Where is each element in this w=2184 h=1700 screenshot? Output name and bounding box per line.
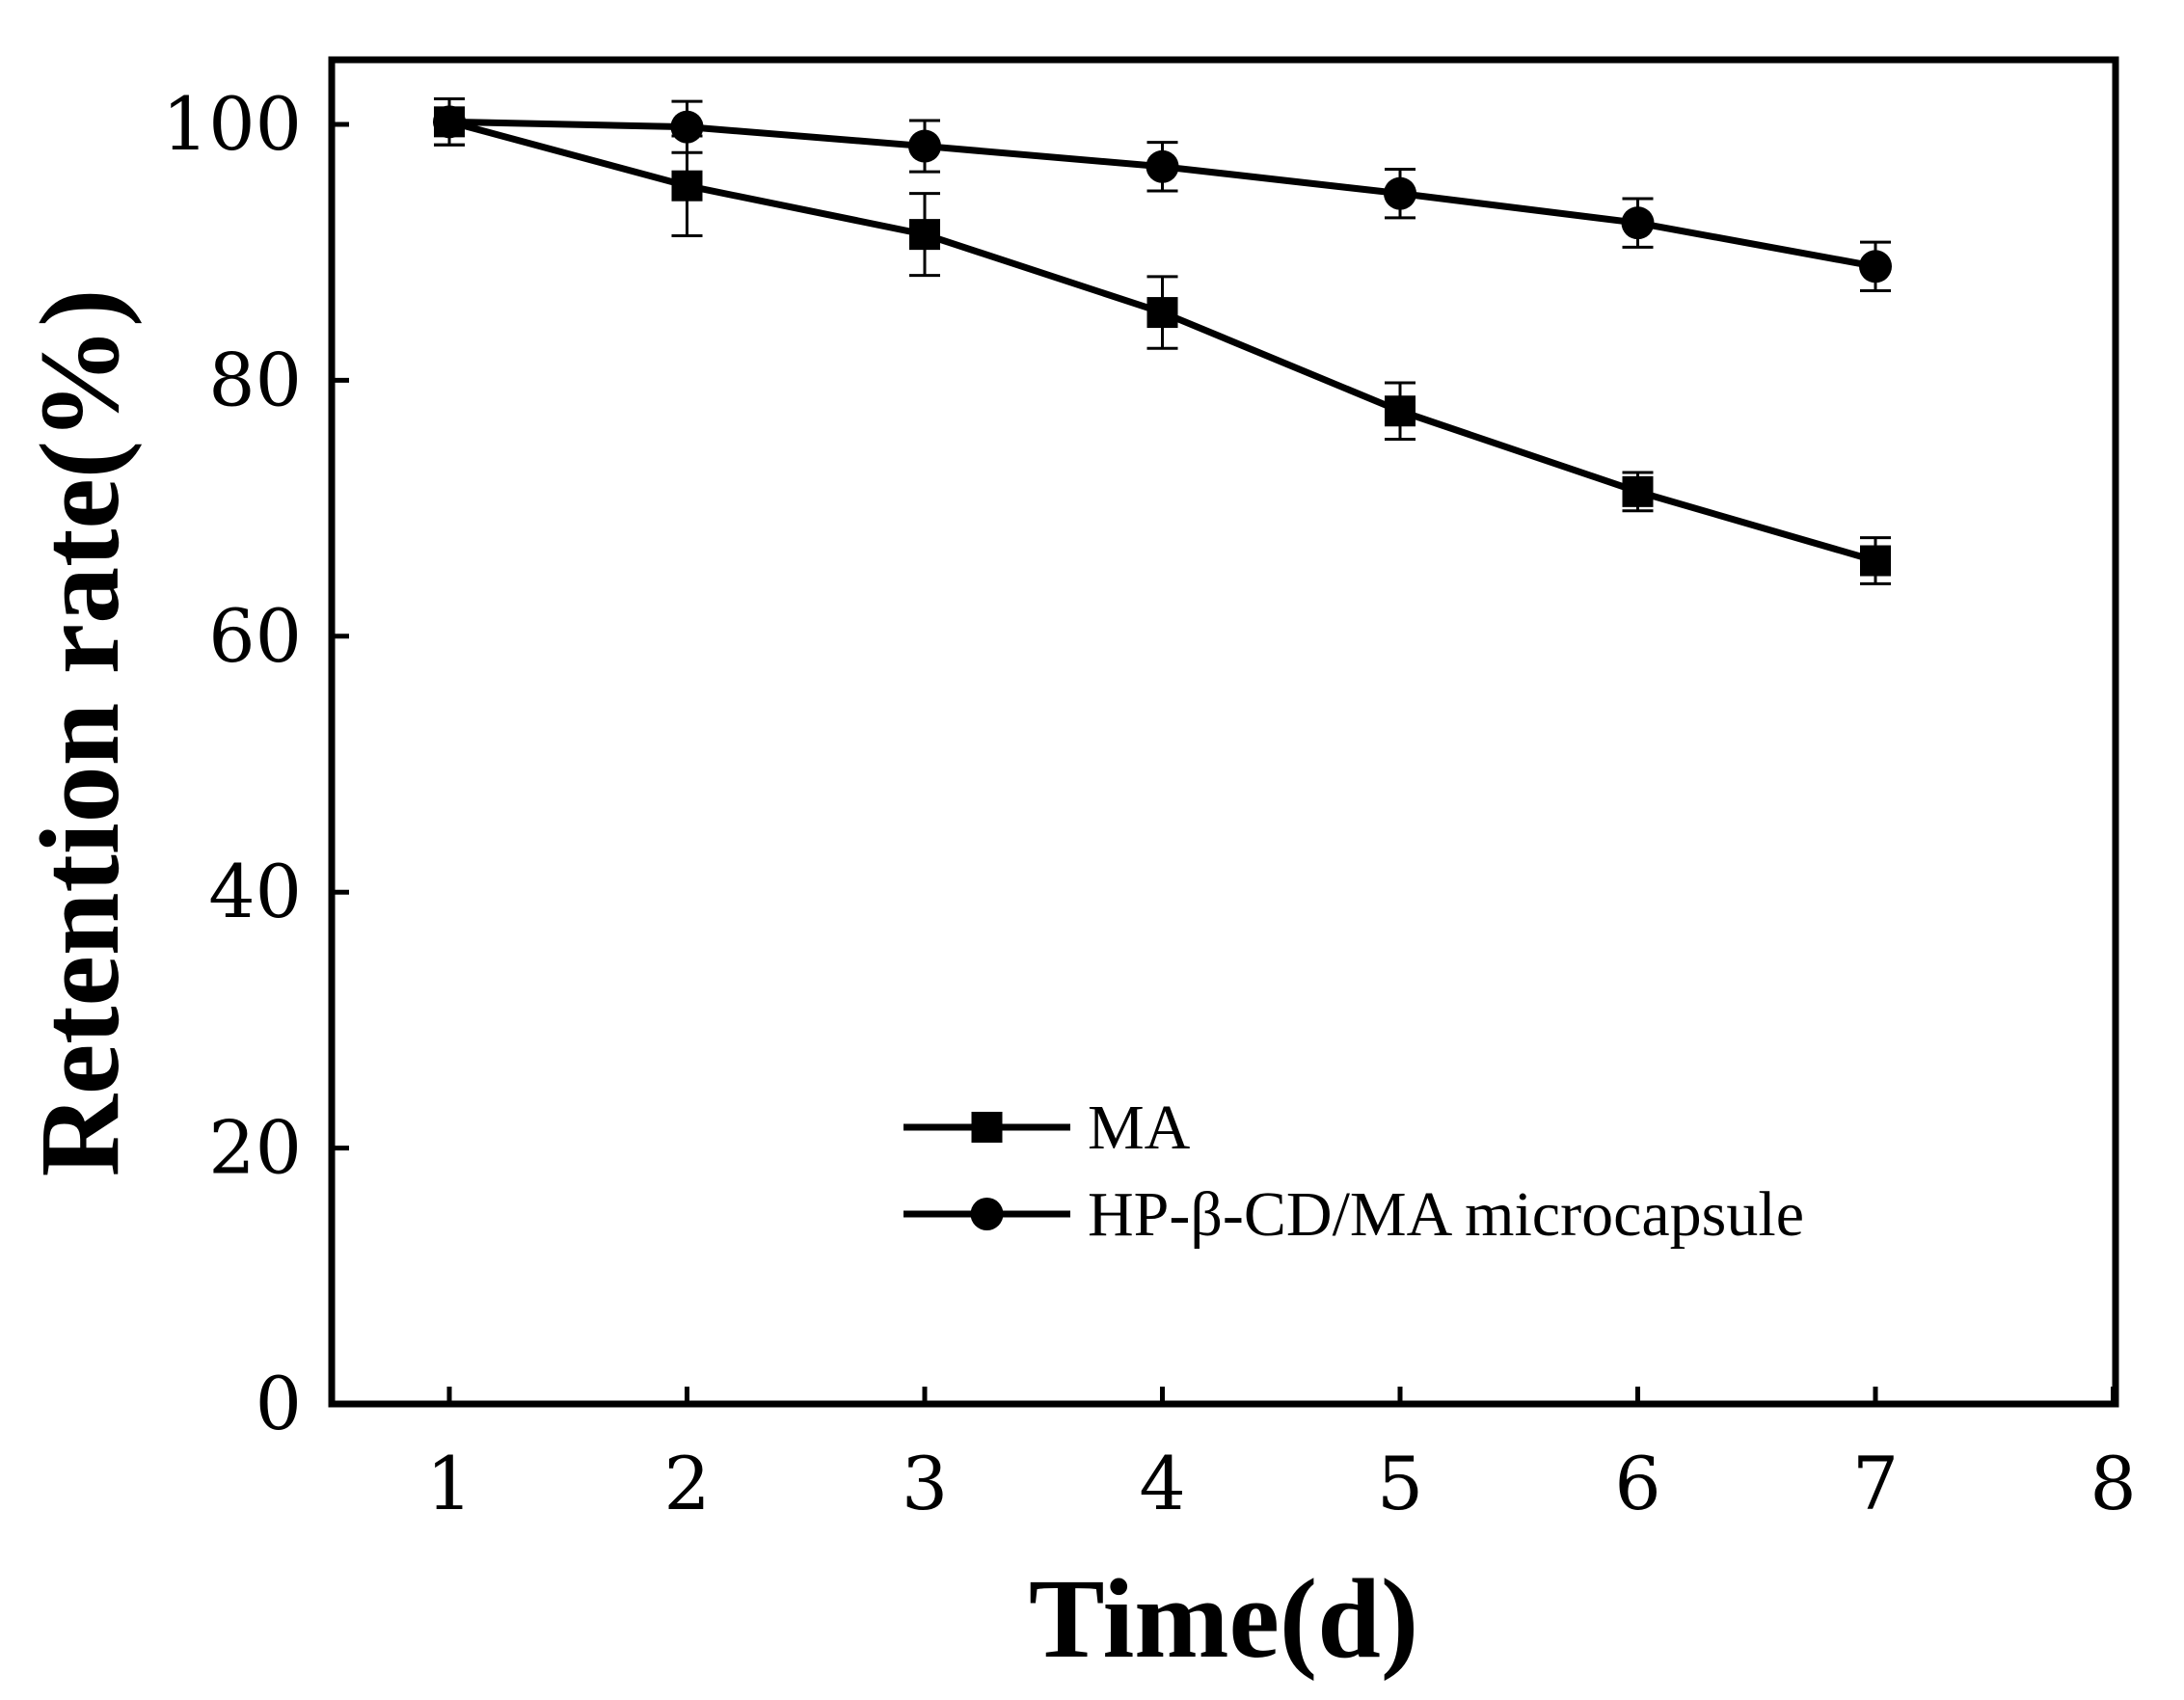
data-point-circle — [908, 129, 941, 163]
y-tick-label: 40 — [208, 849, 302, 934]
x-tick-label: 2 — [663, 1441, 710, 1526]
data-point-square — [1385, 395, 1416, 427]
legend-label: MA — [1088, 1093, 1191, 1163]
y-tick-label: 20 — [208, 1105, 302, 1191]
data-point-circle — [1859, 250, 1892, 283]
x-tick-label: 8 — [2090, 1441, 2136, 1526]
data-point-square — [909, 219, 940, 251]
y-tick-label: 60 — [208, 593, 302, 679]
x-tick-label: 5 — [1377, 1441, 1423, 1526]
plot-frame — [328, 56, 2119, 1408]
data-point-square — [1146, 297, 1178, 329]
legend-marker-circle — [970, 1198, 1004, 1230]
y-tick-label: 0 — [256, 1361, 302, 1446]
x-axis-title: Time(d) — [1029, 1555, 1418, 1682]
data-point-circle — [1384, 176, 1416, 210]
x-tick-label: 4 — [1139, 1441, 1185, 1526]
x-tick-label: 6 — [1614, 1441, 1660, 1526]
y-tick-label: 100 — [162, 81, 302, 167]
x-tick-label: 7 — [1852, 1441, 1899, 1526]
data-point-square — [1860, 545, 1891, 577]
y-tick-label: 80 — [208, 337, 302, 422]
x-tick-label: 1 — [426, 1441, 472, 1526]
y-axis-title: Retention rate(%) — [16, 289, 143, 1177]
data-point-circle — [1621, 206, 1655, 240]
data-point-square — [671, 170, 703, 202]
legend-marker-square — [971, 1112, 1003, 1143]
legend-label: HP-β-CD/MA microcapsule — [1088, 1179, 1804, 1250]
data-point-circle — [1146, 149, 1179, 183]
data-point-square — [1622, 475, 1654, 507]
data-point-circle — [670, 110, 704, 144]
legend: MA HP-β-CD/MA microcapsule — [903, 1093, 1804, 1250]
data-point-circle — [433, 105, 466, 139]
series-layer — [433, 96, 1892, 585]
x-tick-label: 3 — [902, 1441, 948, 1526]
